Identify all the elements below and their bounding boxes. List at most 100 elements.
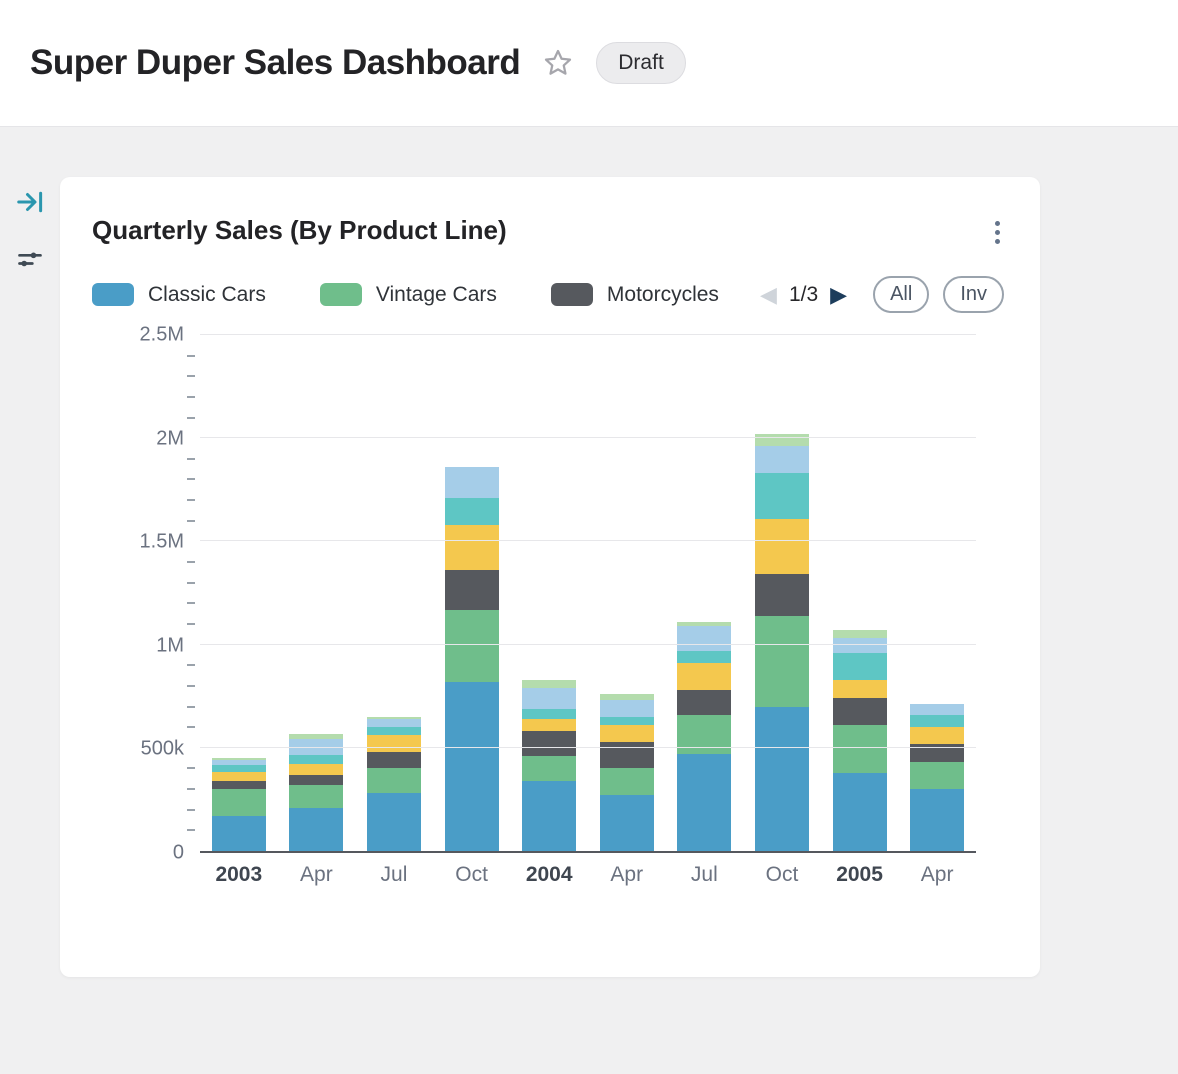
stacked-bar-2004-4[interactable] [522,679,577,851]
bar-segment-unlabeled-light-green[interactable] [289,734,344,739]
bar-segment-unlabeled-light-green[interactable] [522,679,577,688]
bar-segment-unlabeled-teal[interactable] [599,716,654,726]
bar-segment-classic-cars[interactable] [366,793,421,851]
bar-segment-unlabeled-light-green[interactable] [677,621,732,627]
bar-segment-motorcycles[interactable] [832,698,887,726]
stacked-bar-apr-1[interactable] [289,734,344,851]
legend-item-classic-cars[interactable]: Classic Cars [92,283,266,307]
bar-segment-unlabeled-light-blue[interactable] [211,760,266,766]
bar-segment-vintage-cars[interactable] [444,609,499,682]
bar-segment-vintage-cars[interactable] [289,784,344,808]
bar-segment-unlabeled-light-green[interactable] [754,434,809,447]
bar-segment-unlabeled-teal[interactable] [366,727,421,736]
bar-segment-motorcycles[interactable] [910,743,965,763]
stacked-bar-2003-0[interactable] [211,758,266,851]
bar-segment-unlabeled-light-blue[interactable] [677,626,732,651]
bar-segment-unlabeled-yellow[interactable] [289,764,344,775]
bar-segment-unlabeled-light-blue[interactable] [832,638,887,653]
stacked-bar-oct-7[interactable] [754,434,809,851]
bar-segment-unlabeled-light-green[interactable] [366,716,421,719]
bar-segment-unlabeled-yellow[interactable] [211,771,266,781]
bar-slot [898,335,976,851]
bar-segment-unlabeled-yellow[interactable] [444,524,499,571]
legend-prev-page-icon[interactable]: ◀ [760,281,777,307]
bar-segment-motorcycles[interactable] [754,574,809,616]
bar-segment-motorcycles[interactable] [522,731,577,757]
x-axis: 2003 Apr Jul Oct 2004 Apr Jul Oct 2005 Apr [200,863,976,887]
bar-segment-unlabeled-light-green[interactable] [211,758,266,761]
bar-segment-unlabeled-light-green[interactable] [832,630,887,639]
bar-segment-unlabeled-teal[interactable] [211,765,266,772]
inv-toggle-button[interactable]: Inv [943,276,1004,313]
bar-segment-motorcycles[interactable] [289,774,344,785]
bar-segment-unlabeled-yellow[interactable] [910,727,965,744]
bar-segment-classic-cars[interactable] [832,772,887,851]
stacked-bar-2005-8[interactable] [832,630,887,851]
bar-segment-vintage-cars[interactable] [366,768,421,794]
bar-segment-vintage-cars[interactable] [910,762,965,790]
bar-segment-unlabeled-yellow[interactable] [832,679,887,699]
legend-item-vintage-cars[interactable]: Vintage Cars [319,283,497,307]
bar-segment-vintage-cars[interactable] [832,725,887,773]
bar-segment-unlabeled-light-blue[interactable] [366,718,421,728]
stacked-bar-apr-5[interactable] [599,694,654,851]
bar-segment-unlabeled-yellow[interactable] [677,663,732,691]
bar-segment-motorcycles[interactable] [211,780,266,790]
bar-segment-unlabeled-teal[interactable] [754,473,809,519]
bar-segment-unlabeled-light-blue[interactable] [522,687,577,709]
bar-segment-unlabeled-teal[interactable] [910,714,965,728]
bar-segment-vintage-cars[interactable] [677,714,732,754]
favorite-star-icon[interactable] [542,47,574,79]
legend-next-page-icon[interactable]: ▶ [830,281,848,307]
bar-segment-motorcycles[interactable] [599,741,654,769]
bar-slot [821,335,899,851]
bar-segment-classic-cars[interactable] [522,780,577,851]
bar-segment-vintage-cars[interactable] [754,615,809,707]
y-axis-minor-tick [187,581,195,584]
filter-icon[interactable] [13,243,47,277]
bar-segment-unlabeled-light-green[interactable] [599,694,654,701]
y-axis-minor-tick [187,829,195,832]
stacked-bar-oct-3[interactable] [444,467,499,851]
bar-segment-unlabeled-light-blue[interactable] [910,704,965,715]
bar-segment-unlabeled-teal[interactable] [832,652,887,680]
stacked-bar-jul-2[interactable] [366,716,421,851]
bar-segment-unlabeled-teal[interactable] [677,650,732,664]
bar-segment-unlabeled-light-blue[interactable] [289,738,344,756]
bar-segment-unlabeled-light-blue[interactable] [754,446,809,474]
bar-segment-classic-cars[interactable] [599,795,654,851]
all-toggle-button[interactable]: All [873,276,930,313]
y-axis-minor-tick [187,395,195,398]
bar-segment-unlabeled-teal[interactable] [289,755,344,765]
bar-segment-vintage-cars[interactable] [211,789,266,816]
bar-segment-motorcycles[interactable] [444,570,499,610]
bar-segment-motorcycles[interactable] [677,690,732,715]
x-axis-label: 2004 [525,863,573,886]
bar-segment-classic-cars[interactable] [910,789,965,851]
bar-segment-classic-cars[interactable] [677,754,732,851]
bar-segment-unlabeled-yellow[interactable] [366,735,421,752]
bar-segment-classic-cars[interactable] [211,815,266,851]
status-badge: Draft [596,42,686,84]
bar-segment-classic-cars[interactable] [444,681,499,851]
bar-segment-unlabeled-yellow[interactable] [754,518,809,575]
y-axis-minor-tick [187,478,195,481]
bar-segment-unlabeled-yellow[interactable] [599,725,654,742]
bar-segment-unlabeled-teal[interactable] [522,708,577,719]
bar-segment-motorcycles[interactable] [366,751,421,769]
bar-segment-unlabeled-light-blue[interactable] [444,467,499,499]
kebab-menu-icon[interactable] [987,215,1008,250]
bar-segment-vintage-cars[interactable] [522,756,577,781]
bar-segment-vintage-cars[interactable] [599,768,654,796]
expand-panel-icon[interactable] [13,185,47,219]
gridline [200,334,976,335]
bar-segment-unlabeled-light-blue[interactable] [599,700,654,717]
bar-segment-classic-cars[interactable] [289,807,344,851]
legend-item-motorcycles[interactable]: Motorcycles [550,283,719,307]
bar-segment-classic-cars[interactable] [754,706,809,851]
bar-segment-unlabeled-teal[interactable] [444,498,499,525]
stacked-bar-apr-9[interactable] [910,704,965,851]
y-axis-minor-tick [187,499,195,502]
bar-segment-unlabeled-yellow[interactable] [522,718,577,732]
stacked-bar-jul-6[interactable] [677,621,732,851]
